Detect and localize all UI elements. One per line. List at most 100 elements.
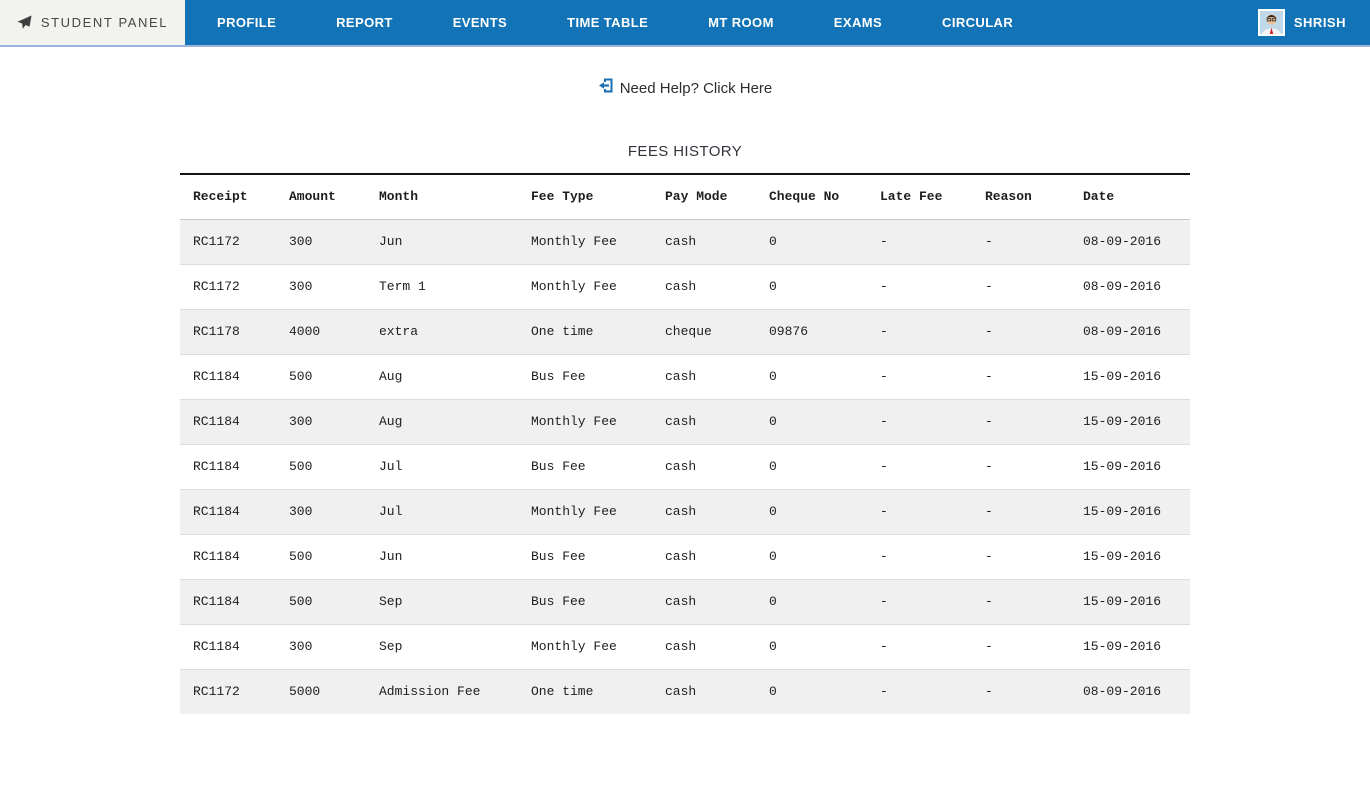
table-cell: Bus Fee (518, 443, 652, 489)
table-cell: - (972, 308, 1070, 354)
table-cell: Jul (366, 488, 518, 534)
table-cell: 0 (756, 263, 867, 309)
table-cell: 4000 (276, 308, 366, 354)
brand-student-panel[interactable]: STUDENT PANEL (0, 0, 185, 45)
table-cell: cash (652, 353, 756, 399)
table-cell: - (880, 234, 888, 249)
column-header: Month (366, 174, 518, 220)
table-cell: - (972, 353, 1070, 399)
table-cell: RC1172 (180, 263, 276, 309)
table-cell: - (972, 578, 1070, 624)
table-cell: 0 (756, 398, 867, 444)
column-header: Amount (276, 174, 366, 220)
nav-item-report[interactable]: REPORT (336, 15, 393, 30)
table-row: RC1184 300 Aug Monthly Fee cash 0- -15-09-2016 (180, 398, 1190, 444)
table-cell: - (867, 578, 972, 624)
table-cell: 500 (276, 533, 366, 579)
table-cell: - (867, 263, 972, 309)
table-cell: Admission Fee (366, 668, 518, 714)
table-cell: Sep (366, 578, 518, 624)
table-cell: RC1172 (180, 668, 276, 714)
table-row: RC1184 500 Jun Bus Fee cash 0- -15-09-2016 (180, 533, 1190, 579)
table-cell: Monthly Fee (518, 623, 652, 669)
column-header: Reason (972, 174, 1070, 220)
table-cell: One time (518, 308, 652, 354)
table-cell: cash (652, 578, 756, 624)
table-cell: 0 (756, 353, 867, 399)
nav-item-time-table[interactable]: TIME TABLE (567, 15, 649, 30)
table-cell: cash (652, 668, 756, 714)
table-cell: - (972, 263, 1070, 309)
table-cell: cash (652, 488, 756, 534)
column-header: Cheque No (756, 174, 867, 220)
table-cell: - (867, 533, 972, 579)
table-cell: 15-09-2016 (1070, 443, 1190, 489)
table-cell: Monthly Fee (518, 398, 652, 444)
table-cell: 08-09-2016 (1070, 668, 1190, 714)
avatar (1257, 9, 1285, 36)
table-cell: 15-09-2016 (1070, 623, 1190, 669)
table-cell: - (867, 308, 972, 354)
table-cell: - (867, 443, 972, 489)
table-cell: RC1184 (180, 443, 276, 489)
table-cell: RC1184 (180, 353, 276, 399)
brand-label: STUDENT PANEL (40, 15, 169, 30)
page-title: FEES HISTORY (627, 143, 743, 160)
fees-table-body: RC1172 300 Jun Monthly Fee cash 0- -08-09-2016… (180, 219, 1190, 714)
nav-item-events[interactable]: EVENTS (452, 15, 508, 30)
column-header: Receipt (180, 174, 276, 220)
user-name: SHRISH (1293, 15, 1346, 30)
need-help-link[interactable]: Need Help? Click Here (0, 77, 1370, 99)
user-menu[interactable]: SHRISH (1257, 0, 1370, 45)
fees-history-table: Receipt Amount Month Fee Type Pay Mode Cheque… (180, 173, 1190, 714)
nav-item-exams[interactable]: EXAMS (833, 15, 883, 30)
table-cell: 5000 (276, 668, 366, 714)
table-header-row: Receipt Amount Month Fee Type Pay Mode Cheque… (180, 174, 1190, 220)
table-cell: - (972, 533, 1070, 579)
table-cell: 08-09-2016 (1070, 308, 1190, 354)
nav-item-circular[interactable]: CIRCULAR (942, 15, 1014, 30)
table-cell: 15-09-2016 (1070, 488, 1190, 534)
table-row: RC1172 5000 Admission Fee One time cash 0- -08… (180, 668, 1190, 714)
table-cell: cash (652, 533, 756, 579)
nav-item-profile[interactable]: PROFILE (217, 15, 277, 30)
table-cell: cash (665, 234, 697, 249)
table-cell: 08-09-2016 (1070, 263, 1190, 309)
table-cell: 300 (276, 398, 366, 444)
table-cell: 15-09-2016 (1070, 353, 1190, 399)
table-cell: - (867, 623, 972, 669)
need-help-label: Need Help? Click Here (619, 80, 773, 97)
table-cell: Jun (379, 234, 403, 249)
top-navigation-bar: STUDENT PANEL PROFILE REPORT EVENTS TIME… (0, 0, 1370, 47)
table-cell: Jul (366, 443, 518, 489)
table-cell: RC1184 (180, 533, 276, 579)
table-row: RC1172 300 Term 1 Monthly Fee cash 0- -08-09-2… (180, 263, 1190, 309)
table-cell: Bus Fee (518, 353, 652, 399)
table-cell: 15-09-2016 (1070, 578, 1190, 624)
table-cell: 0 (769, 234, 777, 249)
table-cell: - (867, 353, 972, 399)
table-cell: RC1184 (180, 623, 276, 669)
table-cell: RC1178 (180, 308, 276, 354)
table-cell: cheque (652, 308, 756, 354)
table-cell: - (867, 398, 972, 444)
nav-item-mt-room[interactable]: MT ROOM (708, 15, 774, 30)
table-cell: RC1184 (180, 488, 276, 534)
table-cell: extra (366, 308, 518, 354)
table-cell: 500 (276, 443, 366, 489)
table-cell: Bus Fee (518, 578, 652, 624)
column-header: Fee Type (518, 174, 652, 220)
login-door-icon (598, 77, 615, 99)
table-cell: Monthly Fee (518, 488, 652, 534)
table-cell: 0 (756, 443, 867, 489)
table-row: RC1184 300 Jul Monthly Fee cash 0- -15-09-2016 (180, 488, 1190, 534)
table-cell: Monthly Fee (518, 263, 652, 309)
table-cell: RC1172 (193, 234, 240, 249)
table-cell: cash (652, 443, 756, 489)
table-cell: 300 (276, 488, 366, 534)
table-cell: - (972, 623, 1070, 669)
table-cell: cash (652, 263, 756, 309)
table-row: RC1184 500 Aug Bus Fee cash 0- -15-09-2016 (180, 353, 1190, 399)
table-cell: 0 (756, 668, 867, 714)
table-cell: 08-09-2016 (1083, 234, 1162, 249)
